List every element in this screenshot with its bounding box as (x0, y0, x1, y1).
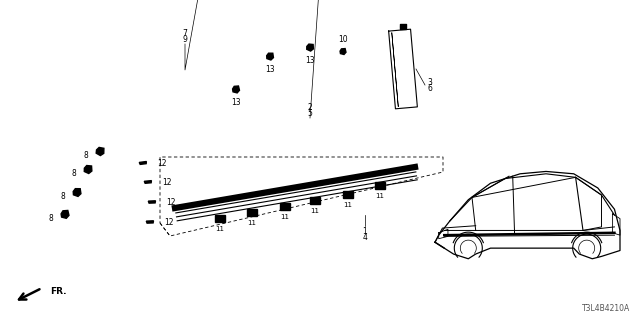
Text: 12: 12 (157, 158, 166, 167)
Polygon shape (61, 211, 69, 218)
Polygon shape (310, 196, 320, 204)
Text: T3L4B4210A: T3L4B4210A (582, 304, 630, 313)
Polygon shape (215, 214, 225, 221)
Polygon shape (232, 86, 239, 93)
Polygon shape (73, 189, 81, 196)
Text: 11: 11 (216, 226, 225, 232)
Text: 13: 13 (265, 65, 275, 74)
Polygon shape (96, 148, 104, 156)
Text: 11: 11 (310, 208, 319, 214)
Polygon shape (307, 44, 314, 51)
Text: 4: 4 (363, 233, 367, 242)
Polygon shape (267, 53, 273, 60)
Text: 3: 3 (427, 77, 432, 86)
Polygon shape (280, 203, 290, 210)
Polygon shape (247, 209, 257, 215)
Text: 11: 11 (248, 220, 257, 226)
Text: FR.: FR. (50, 286, 67, 295)
Text: 12: 12 (166, 197, 175, 206)
Text: 7: 7 (182, 29, 188, 38)
Polygon shape (340, 49, 346, 54)
Text: 6: 6 (427, 84, 432, 92)
Polygon shape (140, 162, 147, 164)
Polygon shape (375, 181, 385, 188)
Text: 5: 5 (308, 109, 312, 118)
Polygon shape (144, 180, 152, 183)
Polygon shape (148, 201, 156, 203)
Polygon shape (84, 165, 92, 173)
Text: 9: 9 (182, 35, 188, 44)
Text: 1: 1 (363, 227, 367, 236)
Text: 11: 11 (280, 214, 289, 220)
Text: 10: 10 (338, 35, 348, 44)
Text: 12: 12 (164, 218, 173, 227)
Text: 12: 12 (162, 178, 172, 187)
Text: 13: 13 (305, 56, 315, 65)
Text: 8: 8 (83, 150, 88, 159)
Text: 8: 8 (71, 169, 76, 178)
Text: 8: 8 (48, 213, 53, 222)
Text: 11: 11 (344, 202, 353, 208)
Text: 2: 2 (308, 103, 312, 112)
Text: 8: 8 (60, 191, 65, 201)
Polygon shape (343, 190, 353, 197)
Polygon shape (147, 221, 154, 223)
Text: 11: 11 (376, 193, 385, 199)
Text: 13: 13 (231, 98, 241, 107)
